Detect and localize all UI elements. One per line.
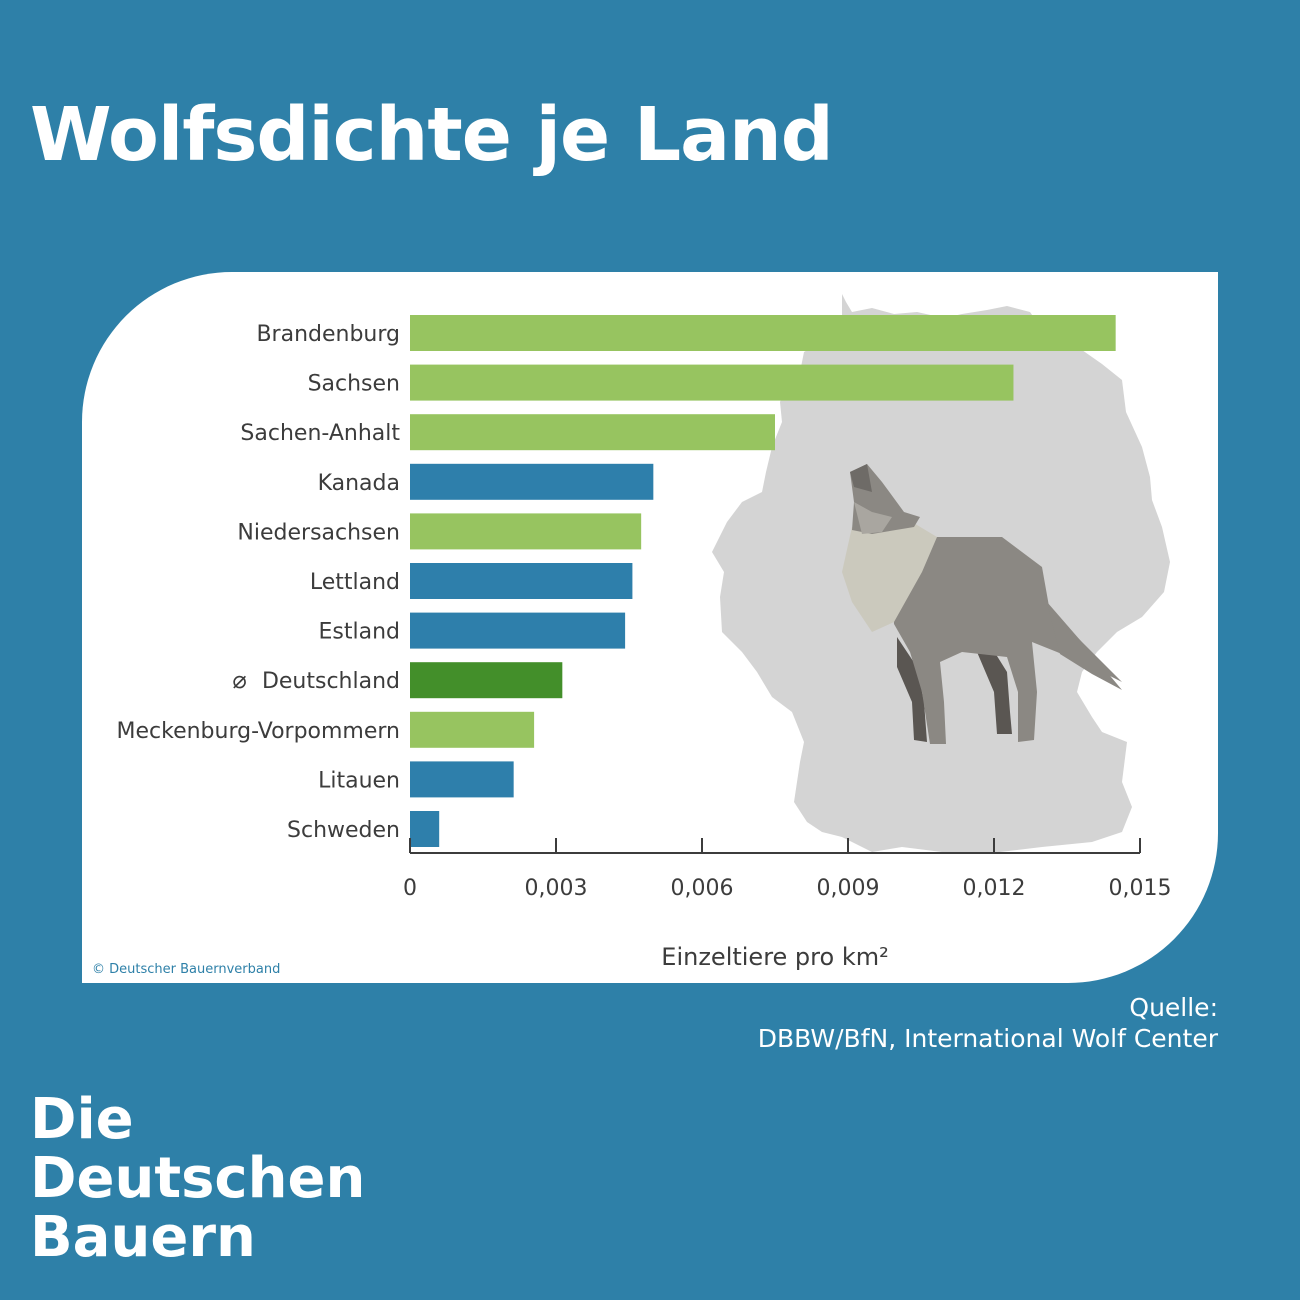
bar-chart: Brandenburg Sachsen Sachen-Anhalt Kanada Nie…	[117, 294, 1172, 971]
x-tick-label: 0,009	[817, 876, 880, 901]
source-label: Quelle:	[1129, 993, 1218, 1022]
average-symbol-icon: ⌀	[232, 666, 246, 694]
category-label: Lettland	[310, 570, 400, 595]
x-tick-label: 0	[403, 876, 417, 901]
chart-card: Brandenburg Sachsen Sachen-Anhalt Kanada Nie…	[82, 272, 1218, 983]
x-tick-label: 0,012	[963, 876, 1026, 901]
bar	[410, 612, 626, 649]
brand-line: Deutschen	[30, 1146, 366, 1211]
bar	[410, 662, 563, 699]
bar	[410, 563, 633, 599]
category-label: Schweden	[287, 818, 400, 843]
page-title: Wolfsdichte je Land	[30, 92, 834, 178]
bar	[410, 513, 642, 550]
copyright-note: © Deutscher Bauernverband	[92, 962, 281, 977]
x-tick-label: 0,003	[525, 876, 588, 901]
category-label: Sachsen	[308, 372, 400, 397]
brand-line: Bauern	[30, 1205, 256, 1270]
bar	[410, 364, 1014, 401]
x-tick-label: 0,015	[1109, 876, 1172, 901]
category-label: Niedersachsen	[237, 520, 400, 545]
brand-logo: Die Deutschen Bauern	[30, 1090, 365, 1267]
category-label: Deutschland	[262, 669, 400, 694]
bar	[410, 761, 514, 798]
bar	[410, 711, 535, 748]
howling-wolf-icon	[842, 464, 1122, 744]
category-label: Estland	[319, 620, 401, 645]
x-axis-label: Einzeltiere pro km²	[661, 943, 888, 971]
bar	[410, 315, 1116, 351]
category-label: Sachen-Anhalt	[240, 421, 400, 446]
source-note: Quelle: DBBW/BfN, International Wolf Cen…	[758, 992, 1218, 1054]
category-label: Litauen	[318, 768, 400, 793]
source-text: DBBW/BfN, International Wolf Center	[757, 1024, 1218, 1053]
bar	[410, 811, 440, 847]
brand-line: Die	[30, 1087, 134, 1152]
bar	[410, 463, 654, 500]
x-tick-label: 0,006	[671, 876, 734, 901]
bar	[410, 414, 775, 451]
category-label: Brandenburg	[256, 322, 400, 347]
category-label: Kanada	[318, 471, 400, 496]
category-label: Meckenburg-Vorpommern	[117, 719, 401, 744]
